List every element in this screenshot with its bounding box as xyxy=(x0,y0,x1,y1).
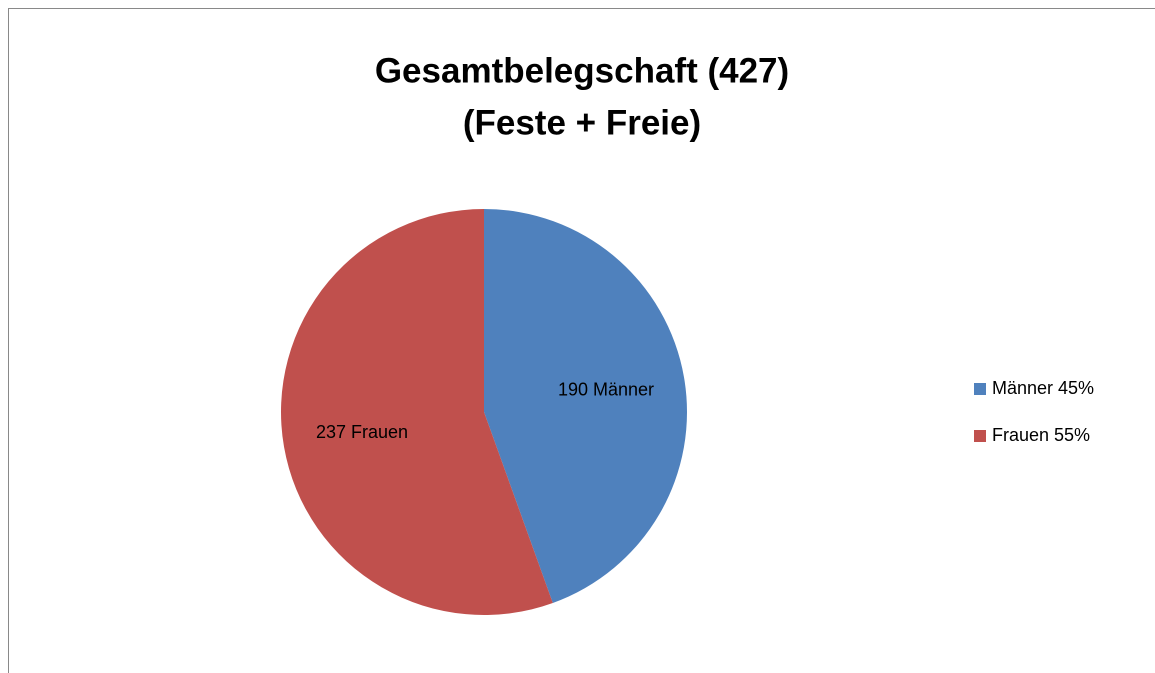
chart-title: Gesamtbelegschaft (427) xyxy=(375,51,789,90)
pie-slice xyxy=(281,209,553,615)
data-label: 237 Frauen xyxy=(316,422,408,442)
pie-slice xyxy=(484,209,688,603)
legend-label: Männer 45% xyxy=(992,378,1094,398)
legend-swatch xyxy=(974,383,986,395)
legend-swatch xyxy=(974,430,986,442)
chart-subtitle: (Feste + Freie) xyxy=(463,103,701,142)
legend-label: Frauen 55% xyxy=(992,425,1090,445)
data-label: 190 Männer xyxy=(558,379,654,399)
